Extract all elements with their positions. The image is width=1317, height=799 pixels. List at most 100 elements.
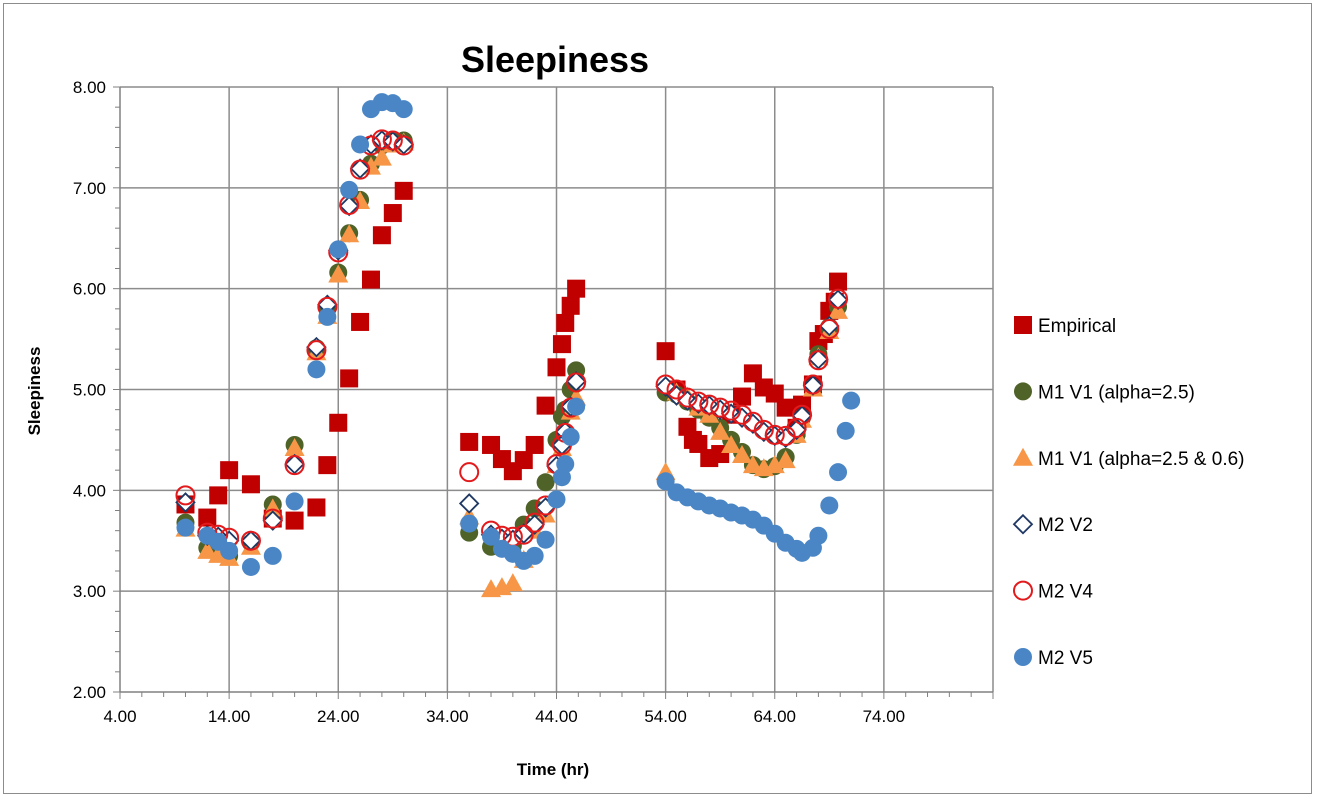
data-point [307,498,326,517]
y-tick-label: 2.00 [73,683,106,702]
data-point [552,335,571,354]
data-point [567,279,586,298]
data-point [732,404,753,425]
data-point [371,129,392,150]
data-point [220,461,239,480]
data-point [765,384,784,403]
data-point [733,387,752,406]
series-1 [176,181,848,530]
data-point [764,424,785,445]
data-point [284,453,305,475]
axes: 4.00 14.00 24.00 34.00 44.00 54.00 64.00 74.00 2… [73,78,994,726]
data-point [561,296,580,315]
legend-label: M2 V4 [1038,582,1093,603]
legend-label: M2 V2 [1038,515,1093,536]
chart-canvas: 4.00 14.00 24.00 34.00 44.00 54.00 64.00 74.00 2… [25,39,1245,779]
data-point [809,526,828,545]
data-point [349,158,371,179]
legend-label: M1 V1 (alpha=2.5) [1038,382,1195,403]
gridlines [120,86,994,692]
data-point [524,512,545,533]
data-point [829,463,848,482]
legend-item: M1 V1 (alpha=2.5) [1014,382,1195,403]
data-point [764,455,785,474]
data-point [775,450,796,469]
data-point [340,369,359,388]
legend-item: M2 V2 [1012,513,1093,536]
legend-label: M1 V1 (alpha=2.5 & 0.6) [1038,449,1245,470]
data-point [176,518,195,537]
chart-title: Sleepiness [461,39,649,80]
data-point [197,540,218,559]
data-point [525,435,544,454]
data-point [339,224,360,243]
data-point [263,546,282,565]
data-point [842,391,861,410]
data-point [175,485,196,506]
data-point [556,455,575,474]
data-point [827,289,849,311]
data-point [372,226,391,245]
x-tick-label: 44.00 [535,707,578,726]
data-point [458,493,480,514]
data-point [175,492,196,513]
data-point [820,496,839,515]
legend-marker [1013,447,1033,466]
data-point [329,240,348,259]
legend-item: M2 V4 [1013,580,1093,603]
data-point [502,573,523,592]
data-point [394,181,413,200]
data-point [808,350,829,371]
data-point [262,508,283,529]
y-axis-title: Sleepiness [25,347,44,436]
legend-marker [1012,513,1034,535]
y-tick-label: 3.00 [73,582,106,601]
data-point [556,313,575,332]
data-point [284,437,305,456]
data-point [328,264,349,283]
data-point [285,492,304,511]
legend-item: M2 V5 [1014,648,1093,669]
data-point [688,391,709,412]
data-point [382,130,403,151]
x-tick-label: 24.00 [317,707,360,726]
data-point [802,374,823,395]
data-point [306,340,327,361]
data-point [459,462,480,483]
x-tick-label: 74.00 [863,707,906,726]
data-point [721,434,742,453]
data-point [536,530,555,549]
data-point [514,451,533,470]
data-point [361,270,380,289]
legend-marker [1013,580,1033,601]
x-tick-label: 34.00 [426,707,469,726]
x-tick-label: 54.00 [644,707,687,726]
data-point [710,397,731,418]
legend-marker [1014,648,1032,666]
data-point [513,524,534,545]
data-point [393,134,414,155]
data-point [208,544,229,563]
data-point [710,421,731,440]
data-point [721,400,742,421]
data-point [241,475,260,494]
series-5 [175,129,849,551]
legend: Empirical M1 V1 (alpha=2.5) M1 V1 (alpha=2… [1012,316,1245,669]
data-point [460,432,479,451]
data-point [482,527,501,546]
legend-item: Empirical [1014,316,1116,337]
data-point [285,511,304,530]
x-tick-label: 64.00 [753,707,796,726]
y-tick-label: 8.00 [73,78,106,97]
data-point [241,557,260,576]
data-point [836,421,855,440]
data-point [209,486,228,505]
data-point [329,413,348,432]
data-point [819,319,840,339]
y-tick-label: 5.00 [73,381,106,400]
data-point [318,307,337,326]
data-point [743,364,762,383]
data-point [536,396,555,415]
legend-label: Empirical [1038,316,1116,337]
data-point [677,387,698,408]
